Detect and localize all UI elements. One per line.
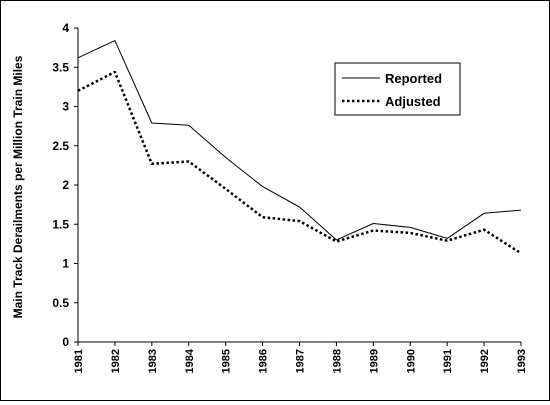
x-tick-label: 1983 (147, 349, 159, 373)
x-tick-label: 1987 (295, 349, 307, 373)
legend-label-reported: Reported (385, 71, 442, 86)
x-tick-label: 1992 (479, 349, 491, 373)
y-tick-label: 4 (62, 21, 69, 35)
x-tick-label: 1981 (73, 349, 85, 373)
legend-label-adjusted: Adjusted (385, 94, 441, 109)
x-tick-label: 1991 (442, 349, 454, 373)
x-tick-label: 1989 (368, 349, 380, 373)
x-tick-label: 1982 (110, 349, 122, 373)
y-tick-label: 0.5 (52, 296, 69, 310)
y-tick-label: 3 (62, 100, 69, 114)
y-tick-label: 2 (62, 178, 69, 192)
y-tick-label: 1 (62, 257, 69, 271)
y-tick-label: 0 (62, 335, 69, 349)
x-tick-label: 1985 (221, 349, 233, 373)
y-tick-label: 2.5 (52, 139, 69, 153)
x-tick-label: 1988 (331, 349, 343, 373)
x-tick-label: 1986 (258, 349, 270, 373)
x-tick-label: 1990 (405, 349, 417, 373)
x-tick-label: 1993 (516, 349, 528, 373)
y-axis-title: Main Track Derailments per Million Train… (11, 55, 25, 318)
y-tick-label: 1.5 (52, 217, 69, 231)
x-tick-label: 1984 (184, 348, 196, 373)
legend: Reported Adjusted (335, 63, 460, 115)
y-tick-label: 3.5 (52, 60, 69, 74)
